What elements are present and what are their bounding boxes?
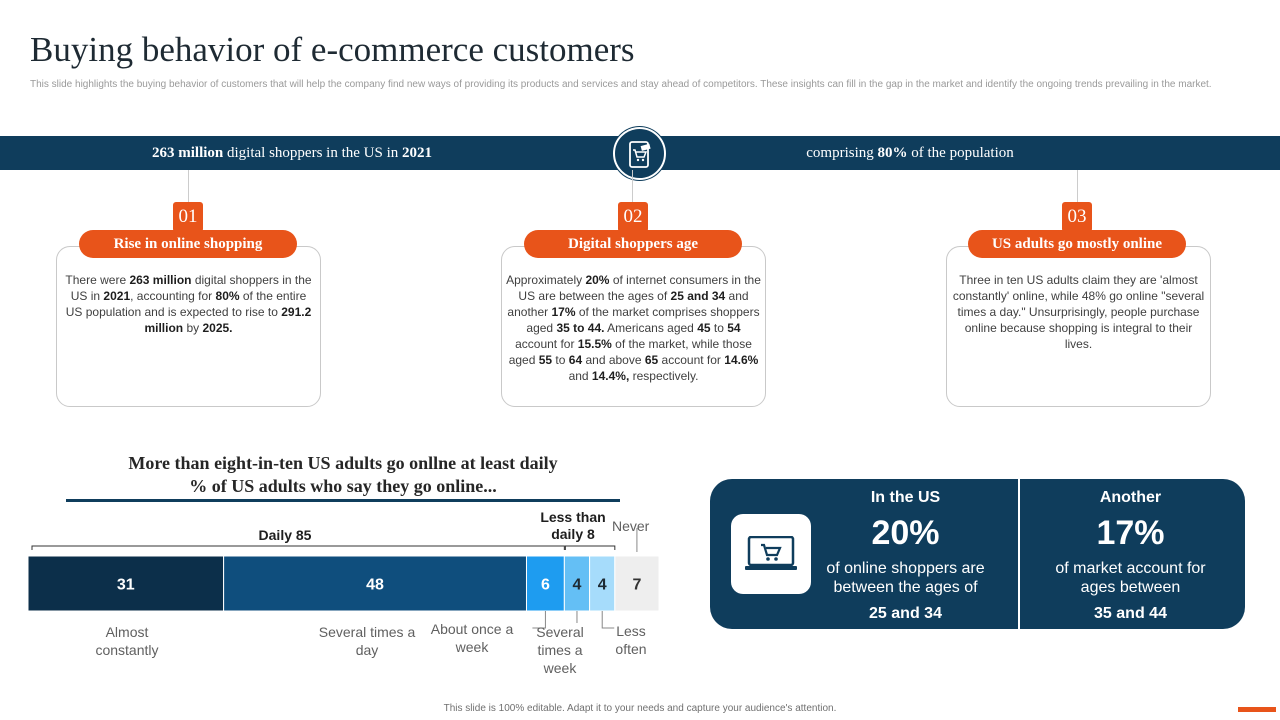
bar-value-label: 31 <box>117 577 135 594</box>
group-label-less-than-daily: Less than daily 8 <box>540 509 606 542</box>
card-text: Approximately 20% of internet consumers … <box>506 273 761 383</box>
card-title: Rise in online shopping <box>79 230 297 258</box>
chart-title-underline <box>66 499 620 502</box>
category-label: Several times a week <box>536 624 584 676</box>
card-title: Digital shoppers age <box>524 230 742 258</box>
footer-accent <box>1238 707 1276 712</box>
info-card <box>501 246 766 407</box>
category-label: Several times a day <box>318 624 416 658</box>
stacked-bar-chart: 31 48 6 4 4 7 <box>27 528 660 629</box>
bar-segment <box>589 555 616 612</box>
bar-segment <box>614 555 660 612</box>
bar-value-label: 7 <box>632 577 641 594</box>
stat-divider <box>1018 479 1020 629</box>
stat-left: In the US 20% of online shoppers are betw… <box>826 489 985 622</box>
banner-right-text: comprising 80% of the population <box>806 145 1014 161</box>
bar-value-label: 48 <box>366 577 384 594</box>
card-number: 02 <box>618 202 648 232</box>
connector-line <box>188 170 189 202</box>
category-label: Less often <box>615 623 647 657</box>
bar-value-label: 6 <box>541 577 550 594</box>
info-card <box>56 246 321 407</box>
bar-segment <box>525 555 565 612</box>
bar-segment <box>27 555 225 612</box>
group-label-daily: Daily 85 <box>258 527 312 543</box>
card-title: US adults go mostly online <box>968 230 1186 258</box>
category-label: About once a week <box>430 621 514 655</box>
leader-line <box>601 611 615 629</box>
card-text: Three in ten US adults claim they are 'a… <box>952 273 1205 351</box>
bar-value-label: 4 <box>598 577 607 594</box>
chart-title: More than eight-in-ten US adults go onll… <box>128 453 558 496</box>
card-text: There were 263 million digital shoppers … <box>65 273 312 335</box>
page-subtitle: This slide highlights the buying behavio… <box>30 79 1212 90</box>
card-number: 03 <box>1062 202 1092 232</box>
banner-left-text: 263 million digital shoppers in the US i… <box>151 145 432 161</box>
laptop-cart-icon <box>731 514 811 594</box>
connector-line <box>632 170 633 202</box>
bar-segment <box>223 555 527 612</box>
connector-line <box>1077 170 1078 202</box>
group-bracket <box>31 545 565 550</box>
card-number: 01 <box>173 202 203 232</box>
never-label: Never <box>612 518 650 534</box>
category-label: Almost constantly <box>95 624 159 658</box>
bar-value-label: 4 <box>573 577 582 594</box>
footer-note: This slide is 100% editable. Adapt it to… <box>443 703 837 714</box>
leader-line <box>532 611 546 629</box>
page-title: Buying behavior of e-commerce customers <box>30 30 635 69</box>
shopping-cart-icon <box>613 127 666 180</box>
stat-right: Another 17% of market account for ages be… <box>1055 489 1206 622</box>
info-card <box>946 246 1211 407</box>
group-bracket <box>564 545 616 550</box>
stats-panel: In the US 20% of online shoppers are betw… <box>710 479 1245 629</box>
